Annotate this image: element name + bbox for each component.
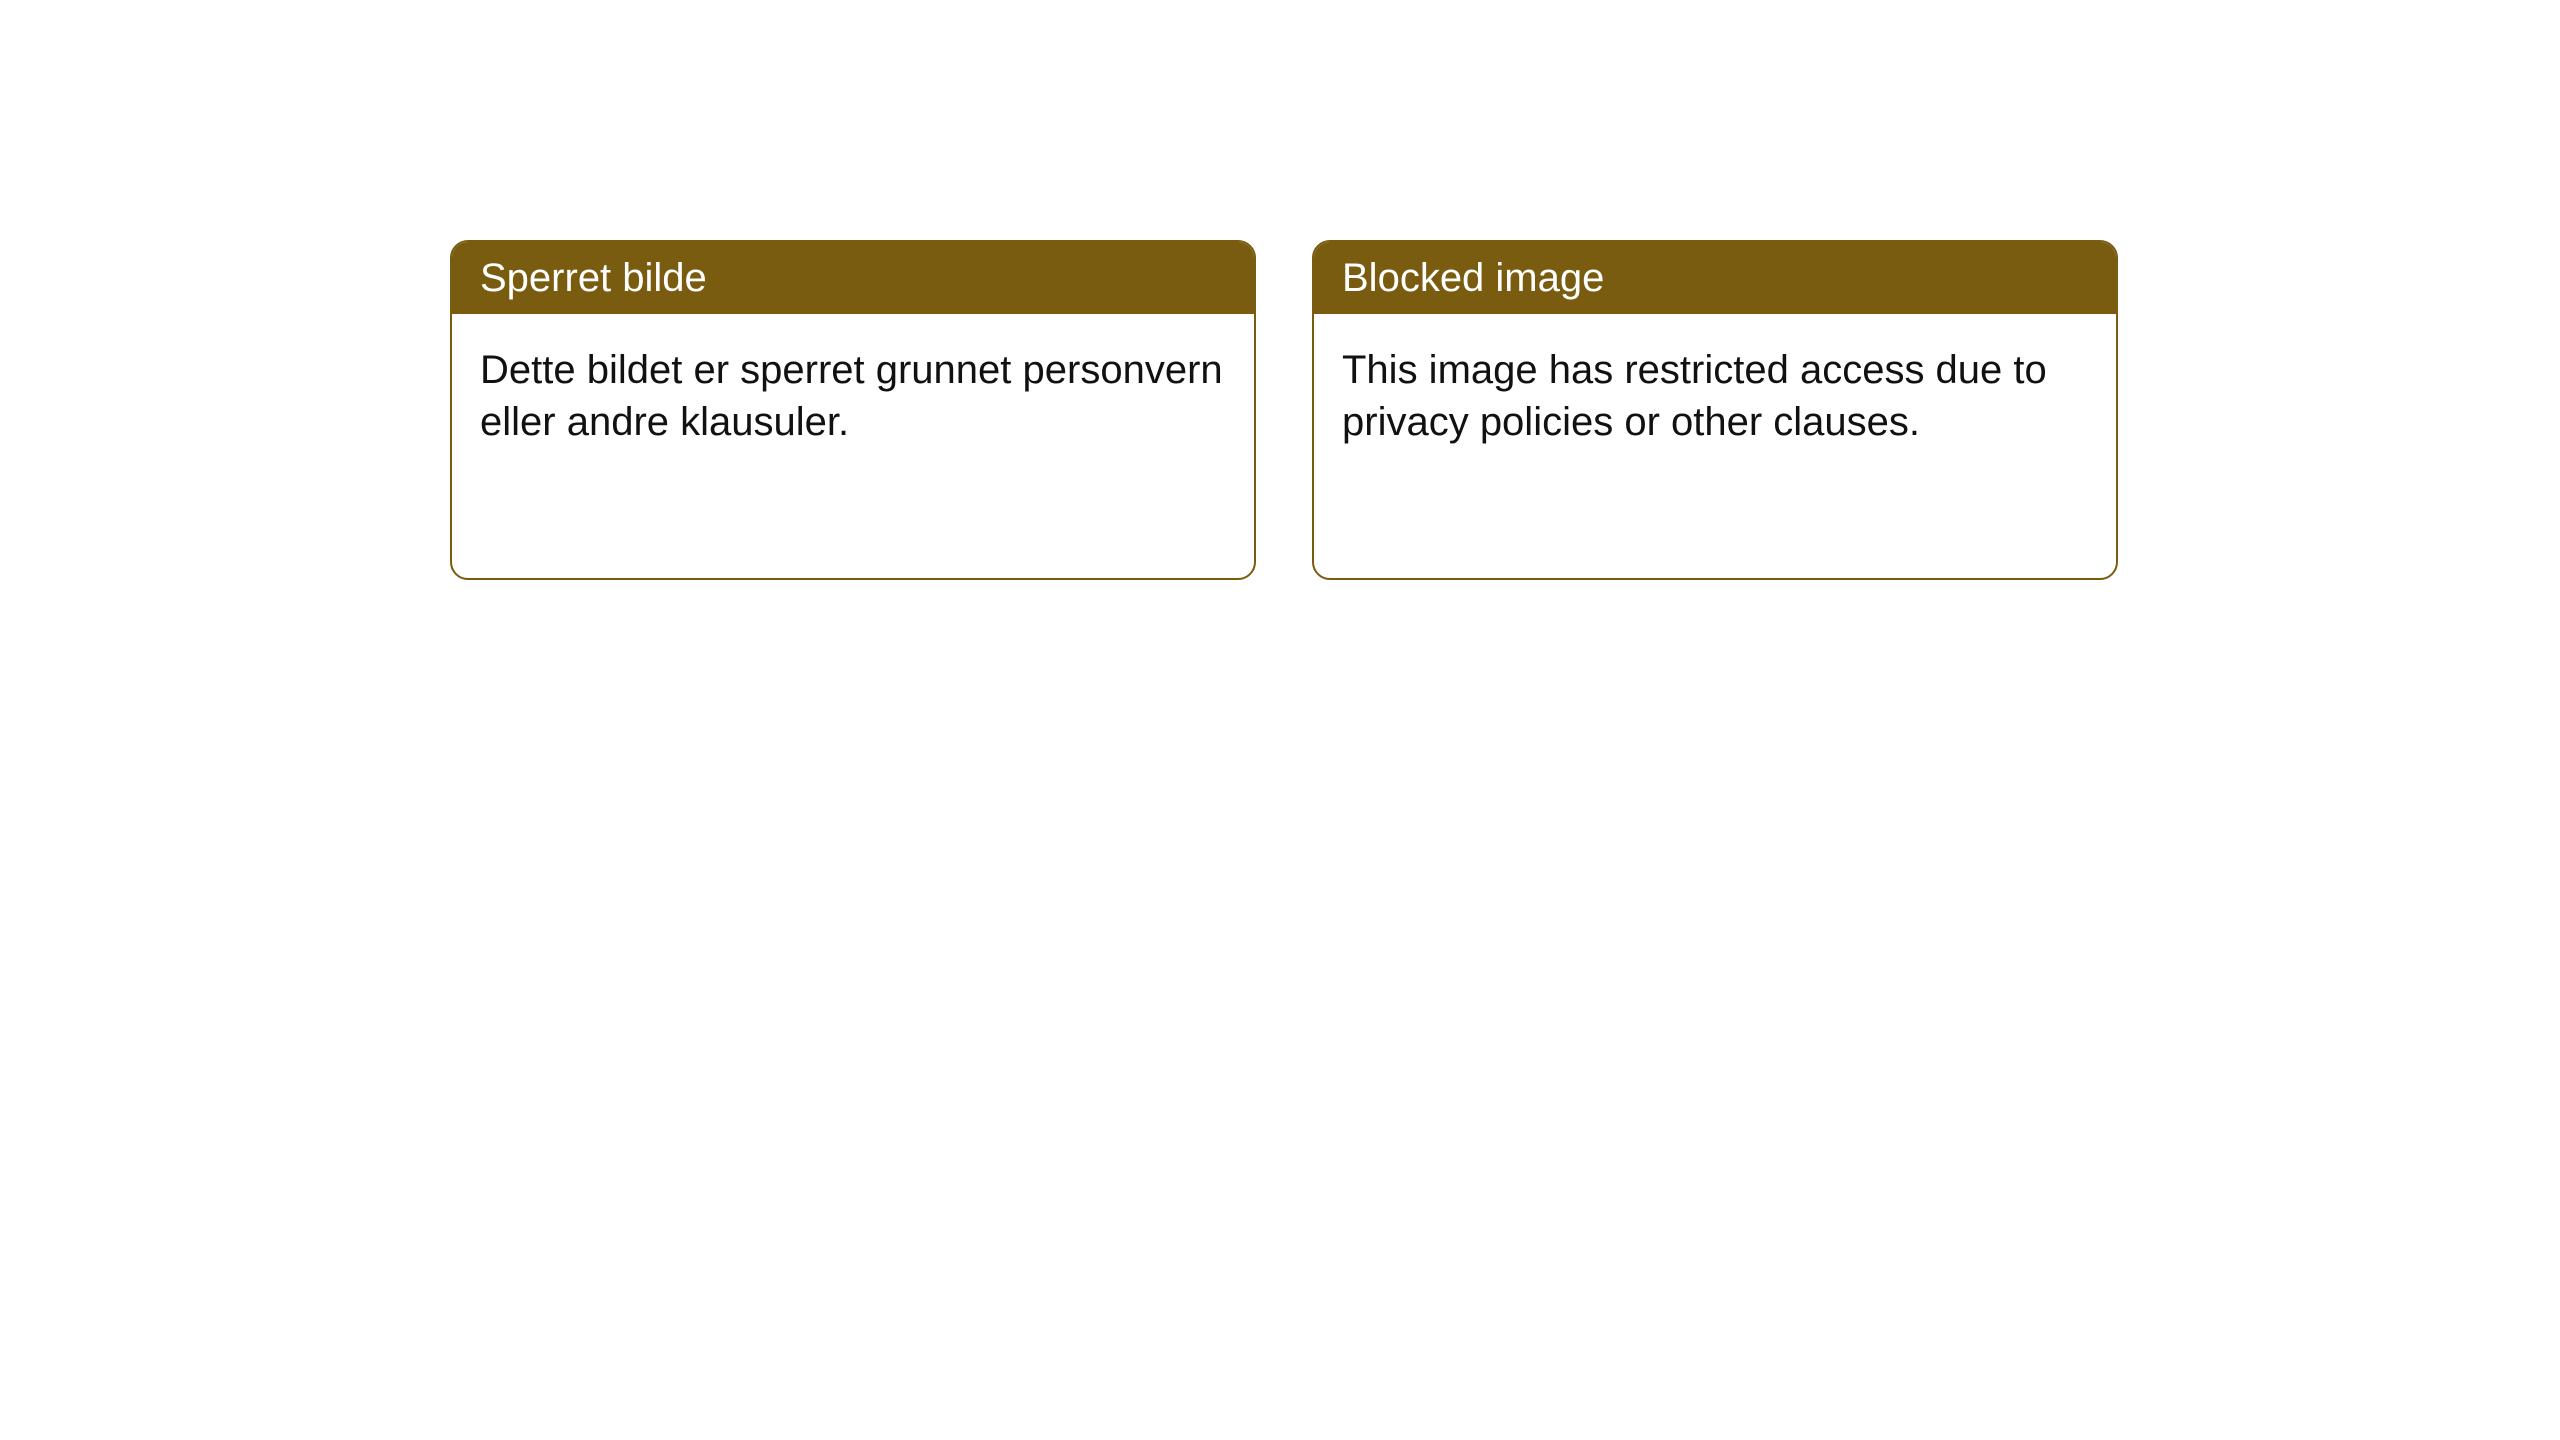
notice-card-english: Blocked image This image has restricted … (1312, 240, 2118, 580)
card-title: Blocked image (1342, 256, 1604, 300)
card-body: This image has restricted access due to … (1314, 314, 2116, 478)
card-body-text: Dette bildet er sperret grunnet personve… (480, 348, 1223, 444)
card-title: Sperret bilde (480, 256, 707, 300)
card-body-text: This image has restricted access due to … (1342, 348, 2047, 444)
notice-card-norwegian: Sperret bilde Dette bildet er sperret gr… (450, 240, 1256, 580)
card-body: Dette bildet er sperret grunnet personve… (452, 314, 1254, 478)
notice-card-container: Sperret bilde Dette bildet er sperret gr… (450, 240, 2118, 580)
card-header: Blocked image (1314, 242, 2116, 314)
card-header: Sperret bilde (452, 242, 1254, 314)
